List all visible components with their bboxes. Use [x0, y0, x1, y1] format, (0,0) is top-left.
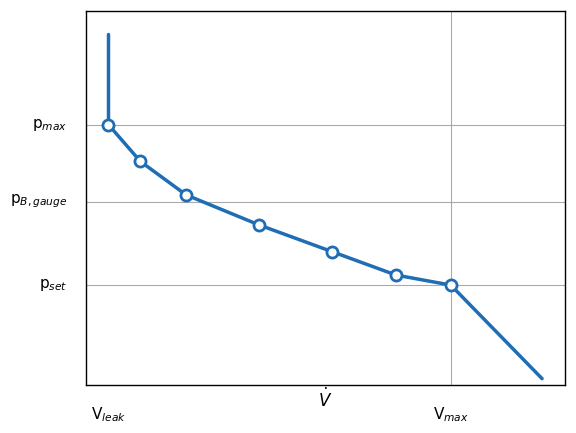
- Text: p$_{max}$: p$_{max}$: [32, 117, 67, 132]
- X-axis label: $\dot{V}$: $\dot{V}$: [318, 388, 332, 411]
- Text: V$_{leak}$: V$_{leak}$: [91, 405, 126, 424]
- Text: p$_{B, gauge}$: p$_{B, gauge}$: [10, 193, 67, 210]
- Text: p$_{set}$: p$_{set}$: [39, 277, 67, 293]
- Text: V$_{max}$: V$_{max}$: [433, 405, 469, 424]
